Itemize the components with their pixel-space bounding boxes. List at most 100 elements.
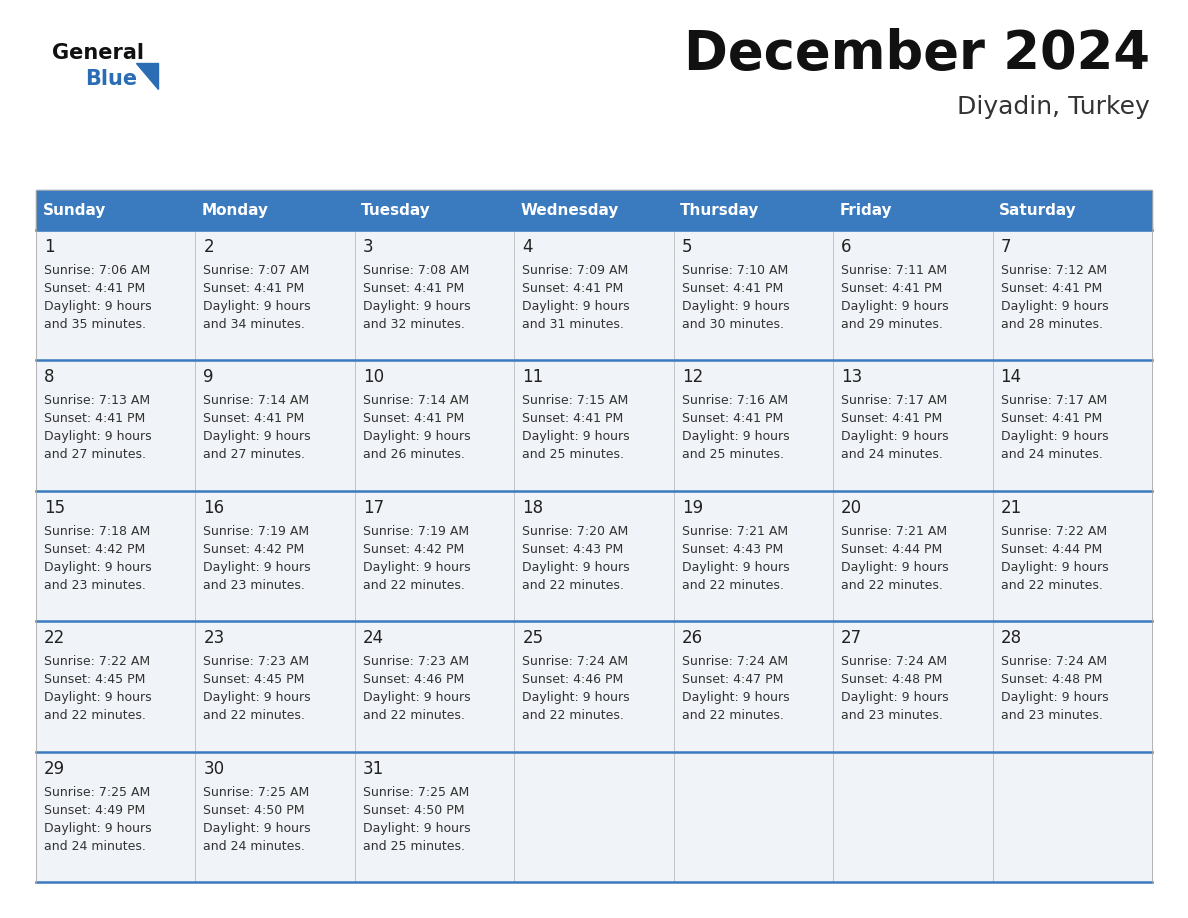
Bar <box>514 190 674 230</box>
Text: Sunrise: 7:24 AM: Sunrise: 7:24 AM <box>523 655 628 668</box>
Text: 12: 12 <box>682 368 703 386</box>
Text: Sunrise: 7:21 AM: Sunrise: 7:21 AM <box>841 525 947 538</box>
Bar <box>196 190 355 230</box>
Text: and 26 minutes.: and 26 minutes. <box>362 448 465 462</box>
Bar <box>992 190 1152 230</box>
Text: Sunrise: 7:23 AM: Sunrise: 7:23 AM <box>203 655 310 668</box>
Text: Sunrise: 7:18 AM: Sunrise: 7:18 AM <box>44 525 150 538</box>
Text: and 22 minutes.: and 22 minutes. <box>362 710 465 722</box>
Bar <box>992 491 1152 621</box>
Text: 5: 5 <box>682 238 693 256</box>
Bar <box>355 361 514 491</box>
Text: Tuesday: Tuesday <box>361 203 431 218</box>
Text: General: General <box>52 43 144 63</box>
Bar <box>833 190 992 230</box>
Text: 31: 31 <box>362 759 384 778</box>
Text: and 30 minutes.: and 30 minutes. <box>682 318 784 331</box>
Text: Sunrise: 7:22 AM: Sunrise: 7:22 AM <box>44 655 150 668</box>
Text: 9: 9 <box>203 368 214 386</box>
Bar <box>833 361 992 491</box>
Text: Diyadin, Turkey: Diyadin, Turkey <box>958 95 1150 119</box>
Text: and 35 minutes.: and 35 minutes. <box>44 318 146 331</box>
Text: and 23 minutes.: and 23 minutes. <box>203 579 305 592</box>
Text: 22: 22 <box>44 629 65 647</box>
Text: 25: 25 <box>523 629 543 647</box>
Bar <box>36 230 196 361</box>
Text: Sunrise: 7:24 AM: Sunrise: 7:24 AM <box>682 655 788 668</box>
Bar <box>514 752 674 882</box>
Text: Sunset: 4:41 PM: Sunset: 4:41 PM <box>362 282 465 295</box>
Text: Daylight: 9 hours: Daylight: 9 hours <box>523 691 630 704</box>
Bar <box>355 190 514 230</box>
Text: Daylight: 9 hours: Daylight: 9 hours <box>682 431 789 443</box>
Text: Sunset: 4:50 PM: Sunset: 4:50 PM <box>203 803 305 817</box>
Bar <box>514 361 674 491</box>
Text: and 22 minutes.: and 22 minutes. <box>362 579 465 592</box>
Text: Sunrise: 7:21 AM: Sunrise: 7:21 AM <box>682 525 788 538</box>
Text: Daylight: 9 hours: Daylight: 9 hours <box>44 300 152 313</box>
Text: Daylight: 9 hours: Daylight: 9 hours <box>362 431 470 443</box>
Text: Sunset: 4:41 PM: Sunset: 4:41 PM <box>362 412 465 425</box>
Bar <box>833 491 992 621</box>
Text: Sunrise: 7:11 AM: Sunrise: 7:11 AM <box>841 264 947 277</box>
Text: Daylight: 9 hours: Daylight: 9 hours <box>44 561 152 574</box>
Text: Sunset: 4:43 PM: Sunset: 4:43 PM <box>682 543 783 555</box>
Text: Daylight: 9 hours: Daylight: 9 hours <box>203 561 311 574</box>
Text: 8: 8 <box>44 368 55 386</box>
Text: Sunset: 4:42 PM: Sunset: 4:42 PM <box>44 543 145 555</box>
Text: Blue: Blue <box>86 69 137 89</box>
Bar <box>355 491 514 621</box>
Text: Sunset: 4:50 PM: Sunset: 4:50 PM <box>362 803 465 817</box>
Text: Sunset: 4:41 PM: Sunset: 4:41 PM <box>203 282 304 295</box>
Text: 24: 24 <box>362 629 384 647</box>
Text: Daylight: 9 hours: Daylight: 9 hours <box>362 822 470 834</box>
Text: and 22 minutes.: and 22 minutes. <box>44 710 146 722</box>
Text: Sunrise: 7:08 AM: Sunrise: 7:08 AM <box>362 264 469 277</box>
Text: Daylight: 9 hours: Daylight: 9 hours <box>1000 431 1108 443</box>
Text: and 25 minutes.: and 25 minutes. <box>682 448 784 462</box>
Text: and 22 minutes.: and 22 minutes. <box>523 579 624 592</box>
Text: Sunset: 4:41 PM: Sunset: 4:41 PM <box>841 282 942 295</box>
Text: Sunset: 4:41 PM: Sunset: 4:41 PM <box>841 412 942 425</box>
Text: and 24 minutes.: and 24 minutes. <box>203 840 305 853</box>
Text: and 22 minutes.: and 22 minutes. <box>682 579 784 592</box>
Bar <box>196 621 355 752</box>
Text: 15: 15 <box>44 498 65 517</box>
Text: Sunset: 4:48 PM: Sunset: 4:48 PM <box>841 673 942 686</box>
Text: and 32 minutes.: and 32 minutes. <box>362 318 465 331</box>
Text: 16: 16 <box>203 498 225 517</box>
Text: Daylight: 9 hours: Daylight: 9 hours <box>203 431 311 443</box>
Bar <box>674 361 833 491</box>
Text: Sunset: 4:41 PM: Sunset: 4:41 PM <box>523 412 624 425</box>
Text: 21: 21 <box>1000 498 1022 517</box>
Bar <box>992 752 1152 882</box>
Bar <box>36 752 196 882</box>
Text: Daylight: 9 hours: Daylight: 9 hours <box>203 822 311 834</box>
Text: Sunset: 4:41 PM: Sunset: 4:41 PM <box>1000 282 1101 295</box>
Text: Thursday: Thursday <box>680 203 759 218</box>
Bar <box>674 230 833 361</box>
Text: 11: 11 <box>523 368 544 386</box>
Text: Sunrise: 7:14 AM: Sunrise: 7:14 AM <box>362 395 469 408</box>
Text: Sunrise: 7:14 AM: Sunrise: 7:14 AM <box>203 395 310 408</box>
Text: Daylight: 9 hours: Daylight: 9 hours <box>44 822 152 834</box>
Bar <box>833 621 992 752</box>
Text: and 22 minutes.: and 22 minutes. <box>841 579 943 592</box>
Text: Sunrise: 7:07 AM: Sunrise: 7:07 AM <box>203 264 310 277</box>
Text: 28: 28 <box>1000 629 1022 647</box>
Text: Sunrise: 7:06 AM: Sunrise: 7:06 AM <box>44 264 150 277</box>
Text: Sunset: 4:46 PM: Sunset: 4:46 PM <box>523 673 624 686</box>
Text: and 23 minutes.: and 23 minutes. <box>44 579 146 592</box>
Text: Daylight: 9 hours: Daylight: 9 hours <box>1000 561 1108 574</box>
Bar <box>514 621 674 752</box>
Text: and 22 minutes.: and 22 minutes. <box>523 710 624 722</box>
Text: Sunrise: 7:17 AM: Sunrise: 7:17 AM <box>841 395 947 408</box>
Text: and 22 minutes.: and 22 minutes. <box>1000 579 1102 592</box>
Text: Daylight: 9 hours: Daylight: 9 hours <box>1000 300 1108 313</box>
Bar <box>992 230 1152 361</box>
Text: and 24 minutes.: and 24 minutes. <box>1000 448 1102 462</box>
Text: 20: 20 <box>841 498 862 517</box>
Text: and 27 minutes.: and 27 minutes. <box>44 448 146 462</box>
Text: 30: 30 <box>203 759 225 778</box>
Text: 4: 4 <box>523 238 532 256</box>
